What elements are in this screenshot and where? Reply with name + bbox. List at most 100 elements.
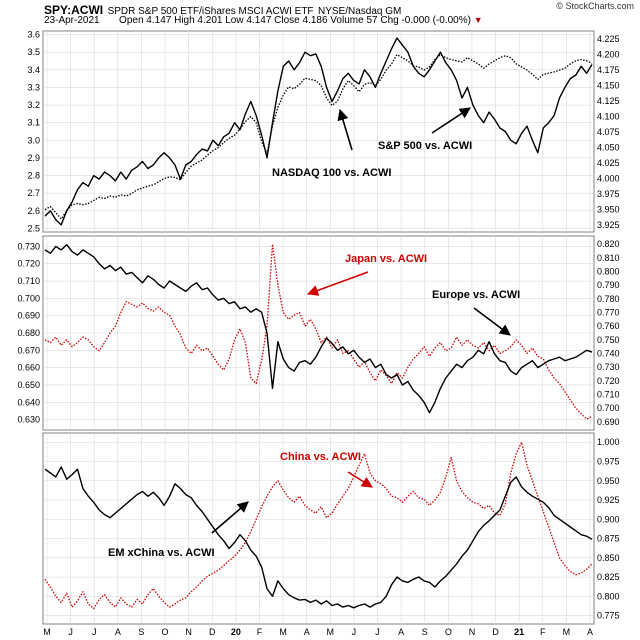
y-tick-left: 2.5: [27, 223, 40, 233]
x-tick-label: M: [279, 627, 287, 637]
ohlc-label: Open 4.147 High 4.201 Low 4.147 Close 4.…: [119, 15, 471, 26]
series-line-europe-vs-acwi: [44, 243, 593, 414]
x-tick-label: S: [138, 627, 144, 637]
y-tick-right: 0.775: [597, 611, 620, 621]
y-tick-right: 0.800: [597, 591, 620, 601]
series-line-em-xchina-vs-acwi: [44, 466, 593, 609]
down-triangle-icon: ▼: [473, 15, 483, 25]
y-tick-left: 2.9: [27, 153, 40, 163]
y-tick-left: 3.3: [27, 82, 40, 92]
x-tick-label: F: [257, 627, 263, 637]
y-tick-right: 0.975: [597, 456, 620, 466]
x-tick-label: O: [445, 627, 452, 637]
x-tick-label: A: [587, 627, 593, 637]
y-tick-right: 0.875: [597, 534, 620, 544]
y-tick-right: 0.825: [597, 572, 620, 582]
y-tick-left: 3.2: [27, 100, 40, 110]
x-tick-label: 20: [231, 627, 241, 637]
y-tick-right: 0.710: [597, 389, 620, 399]
y-tick-right: 1.000: [597, 437, 620, 447]
y-tick-left: 3.6: [27, 30, 40, 40]
y-tick-left: 2.8: [27, 171, 40, 181]
y-tick-right: 0.820: [597, 239, 620, 249]
annotation-label: Japan vs. ACWI: [345, 253, 427, 265]
annotation-arrow: [211, 501, 249, 534]
x-tick-label: A: [398, 627, 404, 637]
annotation-arrow: [306, 271, 369, 296]
y-tick-left: 3.1: [27, 118, 40, 128]
y-tick-right: 0.900: [597, 514, 620, 524]
x-tick-label: M: [327, 627, 335, 637]
y-tick-right: 0.690: [597, 417, 620, 427]
annotation-arrow: [347, 471, 373, 488]
y-tick-left: 0.730: [17, 241, 40, 251]
y-tick-right: 0.750: [597, 335, 620, 345]
y-tick-right: 0.790: [597, 280, 620, 290]
y-tick-right: 4.200: [597, 50, 620, 60]
y-tick-right: 0.810: [597, 253, 620, 263]
y-tick-left: 0.690: [17, 311, 40, 321]
y-tick-left: 0.660: [17, 363, 40, 373]
annotation-label: EM xChina vs. ACWI: [108, 547, 215, 559]
series-line-nasdaq-100-vs-acwi: [44, 37, 593, 226]
series-line-s-p-500-vs-acwi: [44, 53, 593, 220]
y-tick-left: 3.4: [27, 65, 40, 75]
y-tick-right: 4.225: [597, 34, 620, 44]
x-tick-label: 21: [514, 627, 524, 637]
y-tick-right: 0.700: [597, 403, 620, 413]
y-tick-left: 0.640: [17, 397, 40, 407]
y-tick-left: 0.700: [17, 293, 40, 303]
exchange-label: NYSE/Nasdaq GM: [318, 6, 402, 17]
x-tick-label: M: [563, 627, 571, 637]
y-tick-right: 4.025: [597, 158, 620, 168]
y-tick-left: 0.680: [17, 328, 40, 338]
x-tick-label: D: [492, 627, 499, 637]
x-tick-label: D: [209, 627, 216, 637]
y-tick-left: 0.650: [17, 380, 40, 390]
y-tick-right: 0.720: [597, 376, 620, 386]
annotation-label: NASDAQ 100 vs. ACWI: [272, 167, 391, 179]
y-tick-left: 2.6: [27, 206, 40, 216]
y-tick-right: 0.730: [597, 362, 620, 372]
y-tick-right: 4.050: [597, 143, 620, 153]
y-tick-right: 3.975: [597, 189, 620, 199]
y-tick-left: 3.5: [27, 47, 40, 57]
x-tick-label: A: [304, 627, 310, 637]
y-tick-left: 0.670: [17, 345, 40, 355]
y-tick-left: 3.0: [27, 135, 40, 145]
symbol-label: SPY:ACWI: [44, 3, 104, 17]
stockcharts-logo: © StockCharts.com: [556, 1, 634, 11]
y-tick-right: 3.950: [597, 205, 620, 215]
x-tick-label: J: [68, 627, 73, 637]
panel-frame-bottom: [42, 432, 595, 625]
x-tick-label: O: [162, 627, 169, 637]
y-tick-left: 2.7: [27, 188, 40, 198]
y-tick-left: 0.710: [17, 276, 40, 286]
y-tick-right: 4.100: [597, 112, 620, 122]
x-tick-label: N: [185, 627, 192, 637]
x-tick-label: F: [540, 627, 546, 637]
y-tick-right: 0.780: [597, 294, 620, 304]
y-tick-left: 0.720: [17, 259, 40, 269]
annotation-arrow: [473, 307, 511, 336]
x-tick-label: M: [43, 627, 51, 637]
y-tick-right: 4.000: [597, 174, 620, 184]
security-name: SPDR S&P 500 ETF/iShares MSCI ACWI ETF: [107, 6, 314, 17]
annotation-label: S&P 500 vs. ACWI: [378, 140, 472, 152]
y-tick-right: 4.150: [597, 81, 620, 91]
y-tick-right: 0.925: [597, 495, 620, 505]
annotation-label: Europe vs. ACWI: [432, 289, 520, 301]
x-tick-label: A: [115, 627, 121, 637]
series-line-china-vs-acwi: [44, 441, 593, 610]
series-line-japan-vs-acwi: [44, 243, 593, 420]
x-tick-label: J: [375, 627, 380, 637]
y-tick-right: 0.800: [597, 267, 620, 277]
y-tick-right: 0.760: [597, 321, 620, 331]
y-tick-right: 4.175: [597, 65, 620, 75]
y-tick-right: 0.950: [597, 476, 620, 486]
y-tick-right: 4.125: [597, 96, 620, 106]
date-label: 23-Apr-2021: [44, 15, 100, 26]
y-tick-right: 3.925: [597, 220, 620, 230]
annotation-arrow: [431, 107, 471, 134]
y-tick-right: 0.850: [597, 553, 620, 563]
